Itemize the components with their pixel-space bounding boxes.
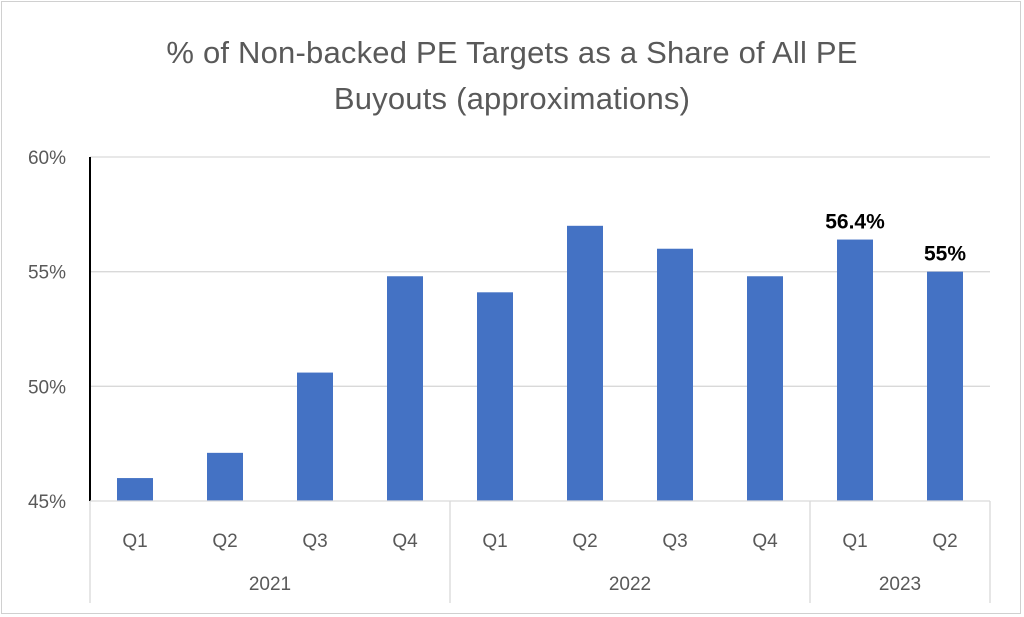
y-tick-label: 55% bbox=[28, 263, 66, 284]
data-label: 55% bbox=[924, 243, 966, 266]
bar bbox=[927, 271, 963, 501]
group-label: 2022 bbox=[609, 574, 651, 595]
data-label: 56.4% bbox=[825, 211, 885, 234]
x-tick-label: Q1 bbox=[842, 531, 867, 552]
bar bbox=[207, 452, 243, 501]
bar bbox=[657, 248, 693, 501]
x-tick-label: Q2 bbox=[932, 531, 957, 552]
bar bbox=[297, 372, 333, 501]
x-tick-label: Q4 bbox=[392, 531, 418, 552]
x-tick-label: Q2 bbox=[572, 531, 597, 552]
group-label: 2023 bbox=[879, 574, 921, 595]
x-tick-label: Q1 bbox=[482, 531, 507, 552]
bar bbox=[117, 478, 153, 501]
chart-title-line-1: % of Non-backed PE Targets as a Share of… bbox=[166, 35, 858, 70]
bar bbox=[567, 225, 603, 502]
y-tick-label: 45% bbox=[28, 492, 66, 513]
chart-title-line-2: Buyouts (approximations) bbox=[333, 81, 691, 116]
bar bbox=[837, 239, 873, 501]
chart-title: % of Non-backed PE Targets as a Share of… bbox=[0, 30, 1024, 122]
group-label: 2021 bbox=[249, 574, 291, 595]
bar bbox=[387, 276, 423, 501]
y-tick-label: 60% bbox=[28, 148, 66, 169]
x-tick-label: Q2 bbox=[212, 531, 237, 552]
x-tick-label: Q4 bbox=[752, 531, 778, 552]
bar bbox=[747, 276, 783, 501]
x-tick-label: Q3 bbox=[302, 531, 327, 552]
y-tick-label: 50% bbox=[28, 377, 66, 398]
x-tick-label: Q1 bbox=[122, 531, 147, 552]
x-tick-label: Q3 bbox=[662, 531, 687, 552]
bar bbox=[477, 292, 513, 501]
